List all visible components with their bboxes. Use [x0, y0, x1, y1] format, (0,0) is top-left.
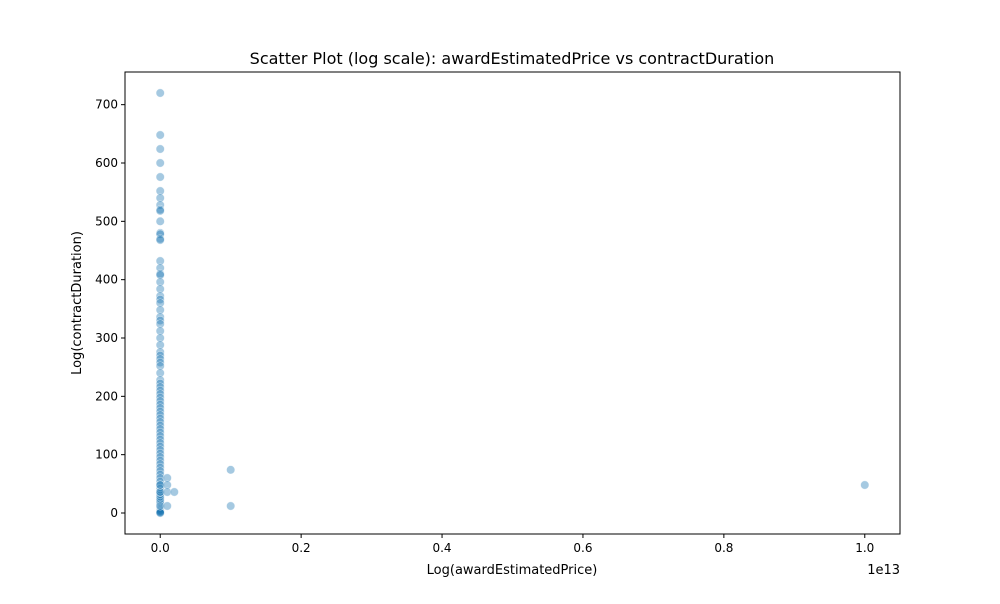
y-tick-label: 100: [95, 448, 118, 462]
data-point: [155, 445, 165, 455]
y-tick-label: 300: [95, 331, 118, 345]
data-point: [155, 427, 165, 437]
data-point: [155, 480, 165, 490]
data-point: [155, 396, 165, 406]
x-tick-label: 0.4: [432, 541, 451, 555]
data-point: [155, 357, 165, 367]
data-point: [155, 417, 165, 427]
x-axis-label: Log(awardEstimatedPrice): [427, 563, 598, 578]
data-point: [155, 473, 165, 483]
data-point: [155, 312, 165, 322]
data-point: [155, 434, 165, 444]
data-point: [155, 455, 165, 465]
data-point: [155, 206, 165, 216]
data-point: [155, 385, 165, 395]
data-point: [155, 448, 165, 458]
data-point: [155, 452, 165, 462]
data-point: [226, 465, 236, 475]
data-point: [155, 375, 165, 385]
data-point: [155, 501, 165, 511]
chart-title: Scatter Plot (log scale): awardEstimated…: [250, 49, 775, 68]
y-tick-label: 400: [95, 273, 118, 287]
x-axis-offset-text: 1e13: [867, 563, 900, 578]
data-point: [155, 277, 165, 287]
data-point: [155, 298, 165, 308]
plot-frame: [124, 71, 901, 535]
data-point: [155, 438, 165, 448]
data-point: [155, 378, 165, 388]
data-point: [155, 315, 165, 325]
data-point: [155, 340, 165, 350]
data-point: [155, 361, 165, 371]
data-point: [162, 473, 172, 483]
data-point: [155, 186, 165, 196]
scatter-points: [155, 88, 870, 518]
data-point: [155, 305, 165, 315]
y-tick-label: 600: [95, 156, 118, 170]
y-tick-label: 200: [95, 389, 118, 403]
data-point: [155, 406, 165, 416]
data-point: [155, 424, 165, 434]
data-point: [155, 354, 165, 364]
y-tick-label: 0: [110, 506, 118, 520]
data-point: [155, 413, 165, 423]
data-point: [155, 291, 165, 301]
data-point: [155, 462, 165, 472]
data-point: [155, 410, 165, 420]
data-point: [155, 130, 165, 140]
data-point: [155, 392, 165, 402]
y-axis-label: Log(contractDuration): [70, 231, 85, 375]
data-point: [226, 501, 236, 511]
data-point: [162, 487, 172, 497]
x-axis-ticks: 0.0 0.2 0.4 0.6 0.8 1.0: [151, 534, 874, 555]
data-point: [155, 469, 165, 479]
y-axis-ticks: 0 100 200 300 400 500 600 700: [95, 98, 125, 520]
data-point: [155, 350, 165, 360]
data-point: [162, 501, 172, 511]
data-point: [155, 368, 165, 378]
data-point: [155, 235, 165, 245]
data-point: [155, 333, 165, 343]
x-tick-label: 1.0: [855, 541, 874, 555]
data-point: [155, 441, 165, 451]
x-tick-label: 0.6: [573, 541, 592, 555]
data-point: [155, 508, 165, 518]
data-point: [155, 399, 165, 409]
x-tick-label: 0.8: [714, 541, 733, 555]
data-point: [155, 431, 165, 441]
data-point: [155, 284, 165, 294]
y-tick-label: 700: [95, 98, 118, 112]
data-point: [155, 389, 165, 399]
data-point: [155, 193, 165, 203]
data-point: [155, 270, 165, 280]
data-point: [155, 256, 165, 266]
data-point: [155, 319, 165, 329]
data-point: [155, 326, 165, 336]
data-point: [155, 459, 165, 469]
x-tick-label: 0.0: [151, 541, 170, 555]
data-point: [162, 480, 172, 490]
data-point: [155, 403, 165, 413]
data-point: [155, 347, 165, 357]
data-point: [155, 158, 165, 168]
data-point: [155, 487, 165, 497]
y-tick-label: 500: [95, 214, 118, 228]
data-point: [155, 216, 165, 226]
data-point: [155, 420, 165, 430]
data-point: [155, 382, 165, 392]
data-point: [169, 487, 179, 497]
data-point: [155, 483, 165, 493]
data-point: [155, 476, 165, 486]
data-point: [155, 466, 165, 476]
data-point: [155, 172, 165, 182]
data-point: [155, 144, 165, 154]
data-point: [155, 294, 165, 304]
x-tick-label: 0.2: [292, 541, 311, 555]
data-point: [860, 480, 870, 490]
data-point: [155, 88, 165, 98]
